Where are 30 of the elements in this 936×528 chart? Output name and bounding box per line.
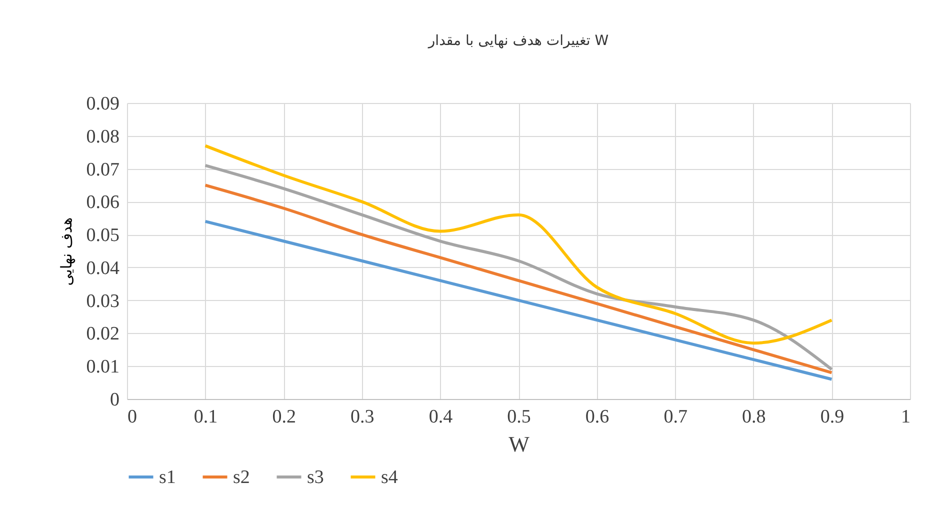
line-series [204, 220, 834, 381]
x-tick-label: 0 [128, 406, 137, 428]
legend-label: s1 [159, 467, 176, 488]
y-tick-label: 0.02 [86, 324, 120, 345]
y-tick-label: 0.09 [86, 94, 120, 114]
legend-label: s3 [307, 467, 324, 488]
y-tick-label: 0 [110, 390, 120, 410]
y-tick-label: 0.06 [86, 192, 120, 214]
x-tick-label: 0.5 [507, 406, 531, 428]
x-tick-label: 0.2 [272, 406, 296, 428]
x-tick-label: 0.7 [664, 406, 688, 428]
line-series [204, 144, 834, 345]
y-tick-label: 0.07 [86, 159, 120, 180]
y-tick-label: 0.05 [86, 225, 120, 246]
x-tick-label: 0.3 [350, 406, 374, 428]
x-tick-label: 1 [901, 406, 910, 428]
x-tick-label: 0.8 [742, 406, 766, 428]
legend-label: s2 [233, 467, 250, 488]
chart-title: تغییرات هدف نهایی با مقدار W [427, 33, 609, 49]
y-tick-label: 0.08 [86, 126, 120, 148]
y-tick-label: 0.04 [86, 258, 120, 279]
x-tick-label: 0.4 [428, 406, 454, 428]
y-tick-label: 0.01 [86, 356, 120, 378]
y-tick-label: 0.03 [86, 290, 120, 312]
x-tick-label: 0.9 [820, 406, 844, 428]
x-tick-label: 0.6 [585, 406, 610, 428]
x-axis-title: W [508, 432, 530, 456]
legend-label: s4 [381, 467, 398, 488]
x-tick-label: 0.1 [194, 406, 218, 428]
y-axis-title: هدف نهایی [57, 217, 76, 286]
